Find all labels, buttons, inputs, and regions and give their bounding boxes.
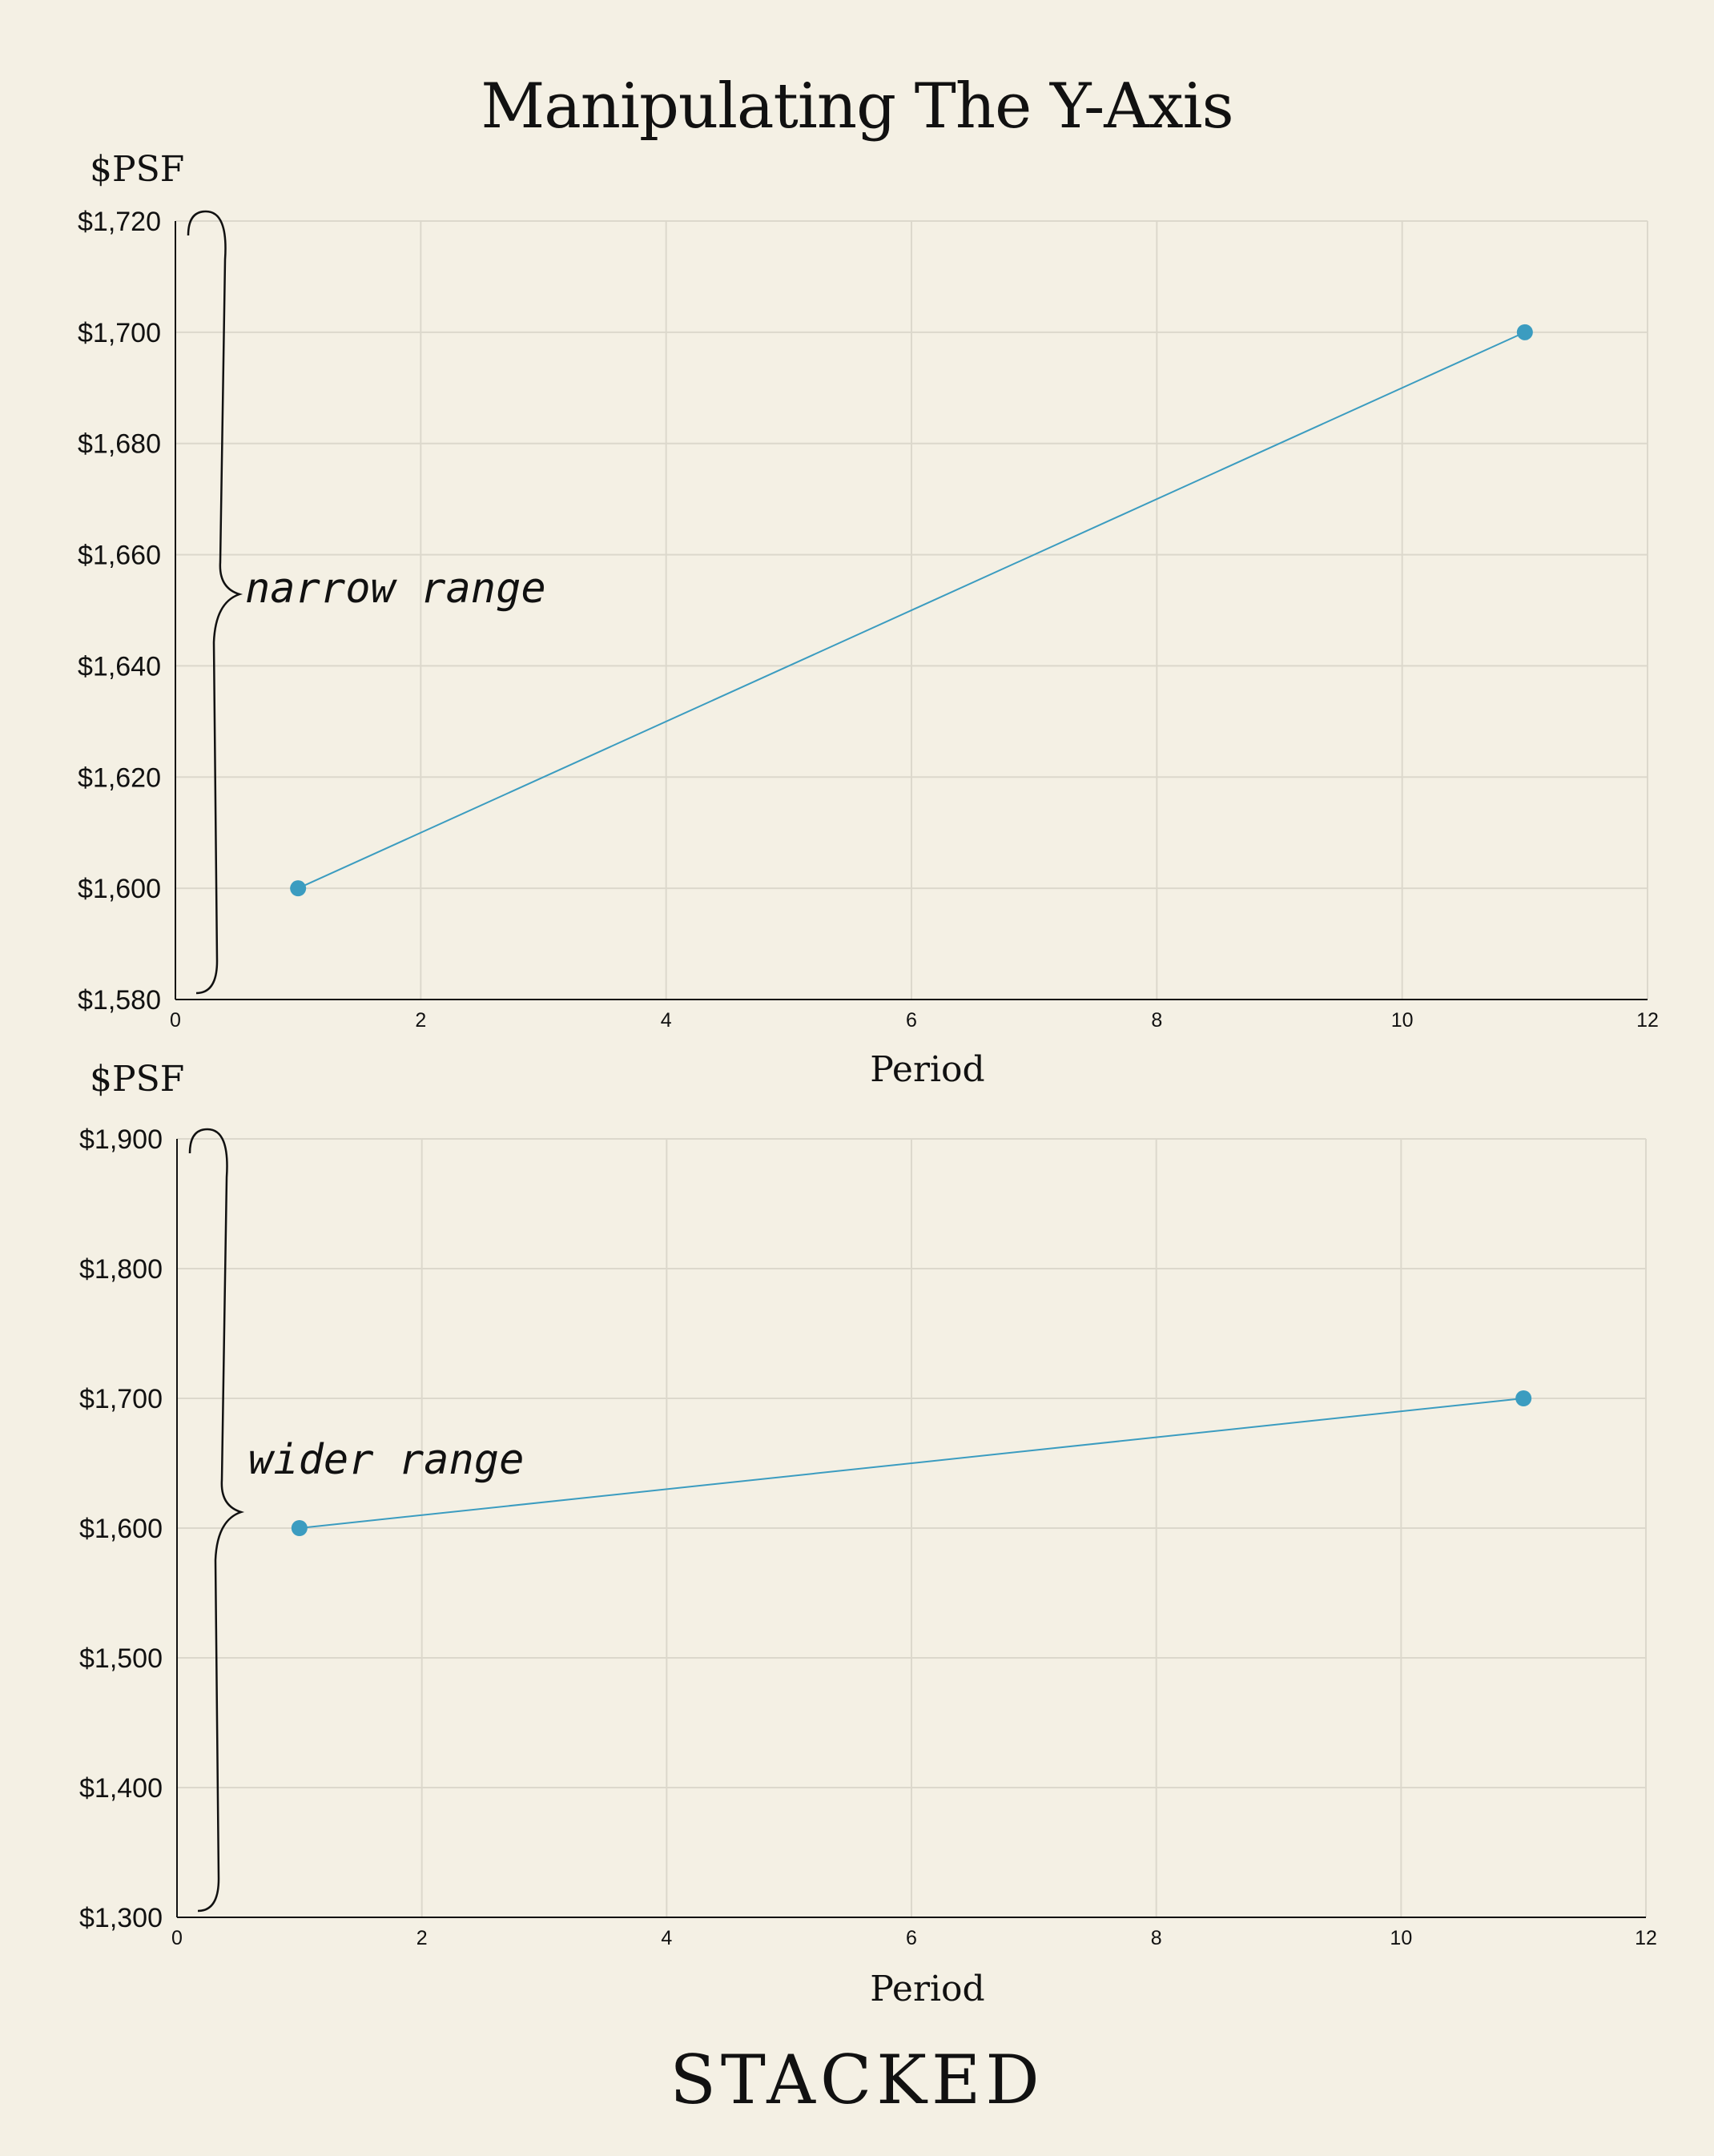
y-tick-label: $1,700: [79, 1384, 163, 1414]
y-tick-label: $1,600: [78, 874, 161, 904]
y-tick-label: $1,720: [78, 207, 161, 237]
x-tick-label: 0: [170, 1009, 181, 1032]
x-tick-label: 12: [1635, 1927, 1657, 1949]
y-tick-label: $1,700: [78, 318, 161, 348]
series-line: [299, 1398, 1524, 1529]
data-point: [290, 880, 307, 897]
y-tick-label: $1,640: [78, 651, 161, 682]
y-tick-label: $1,800: [79, 1254, 163, 1285]
x-tick-label: 10: [1391, 1009, 1414, 1032]
y-tick-label: $1,580: [78, 985, 161, 1016]
y-tick-label: $1,660: [78, 541, 161, 571]
x-tick-label: 10: [1390, 1927, 1412, 1949]
y-tick-label: $1,680: [78, 429, 161, 460]
range-annotation: wider range: [248, 1436, 524, 1484]
x-tick-label: 6: [906, 1927, 917, 1949]
wider-range-chart: $1,300 $1,400 $1,500 $1,600 $1,700 $1,800 $1,9…: [79, 1059, 1657, 2009]
y-tick-label: $1,900: [79, 1124, 163, 1155]
narrow-range-chart: $1,580 $1,600 $1,620 $1,640 $1,660 $1,680 $1,7…: [78, 149, 1659, 1090]
y-tick-label: $1,500: [79, 1643, 163, 1674]
series-line: [297, 331, 1526, 890]
page-title: Manipulating The Y-Axis: [481, 70, 1233, 143]
y-tick-label: $1,300: [79, 1903, 163, 1933]
brand-logo: STACKED: [670, 2041, 1044, 2119]
x-tick-label: 6: [906, 1009, 917, 1032]
x-axis-title: Period: [870, 1969, 984, 2009]
data-point: [291, 1520, 308, 1536]
x-tick-label: 2: [416, 1927, 428, 1949]
y-tick-label: $1,620: [78, 762, 161, 793]
x-tick-label: 12: [1636, 1009, 1659, 1032]
x-tick-label: 8: [1151, 1009, 1162, 1032]
x-tick-label: 4: [661, 1009, 672, 1032]
range-annotation: narrow range: [245, 565, 546, 613]
x-tick-label: 0: [171, 1927, 183, 1949]
x-tick-label: 4: [661, 1927, 672, 1949]
y-axis-title: $PSF: [90, 149, 184, 190]
curly-brace: [187, 210, 243, 995]
x-tick-label: 2: [415, 1009, 426, 1032]
y-tick-label: $1,400: [79, 1773, 163, 1804]
y-axis-title: $PSF: [90, 1059, 184, 1100]
curly-brace: [188, 1128, 245, 1913]
x-tick-label: 8: [1151, 1927, 1162, 1949]
data-point: [1515, 1390, 1532, 1406]
x-axis-title: Period: [870, 1049, 984, 1090]
data-point: [1516, 324, 1533, 340]
y-tick-label: $1,600: [79, 1514, 163, 1544]
grid: [176, 1138, 1647, 1918]
